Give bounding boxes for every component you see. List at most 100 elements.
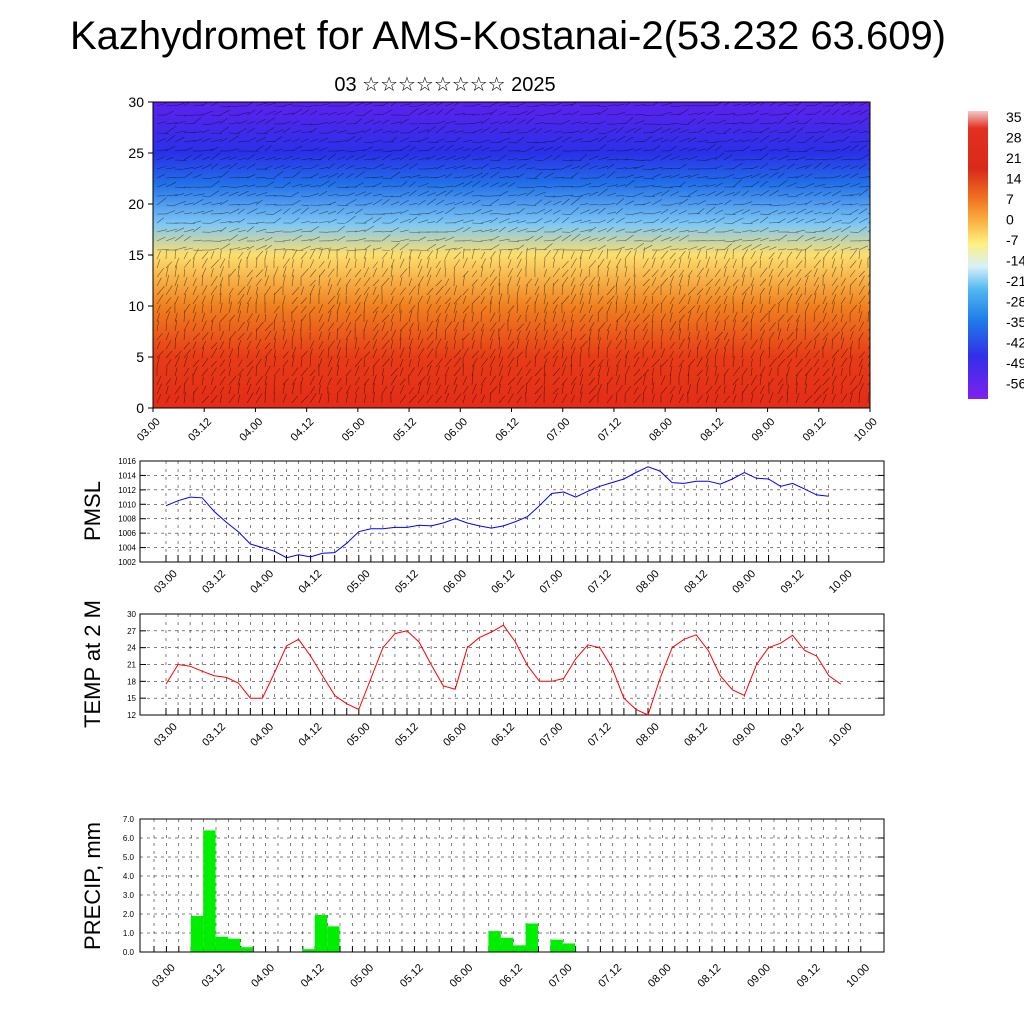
- precip-bar: [550, 939, 563, 952]
- pmsl-xtick-label: 04.12: [297, 568, 325, 596]
- pmsl-ytick-label: 1014: [118, 471, 136, 480]
- precip-ytick-label: 5.0: [123, 853, 135, 862]
- temp-xtick-label: 09.00: [730, 721, 758, 749]
- temperature-cross-section: 0 5 10 15 20 25 30 03.00 03.12 04.00 04.12 05.00 05.…: [128, 94, 879, 444]
- pmsl-xtick-label: 09.12: [779, 568, 807, 596]
- temp-ytick-label: 12: [127, 711, 136, 720]
- heatmap-field: [153, 102, 870, 408]
- temp-ytick-label: 24: [127, 644, 136, 653]
- temp-frame: [139, 613, 885, 716]
- heatmap-xtick-label: 03.00: [135, 416, 163, 444]
- temp-xtick-label: 09.12: [779, 721, 807, 749]
- precip-bar: [525, 923, 538, 952]
- pmsl-ytick-label: 1004: [118, 544, 136, 553]
- heatmap-xtick-label: 04.00: [237, 416, 265, 444]
- precip-bar: [215, 936, 228, 952]
- heatmap-xtick-label: 06.00: [442, 416, 470, 444]
- precip-bar: [302, 949, 315, 952]
- temp-ytick-label: 21: [127, 661, 136, 670]
- temp-series-line: [165, 624, 842, 716]
- precip-bar: [203, 830, 216, 952]
- temp-ytick-label: 15: [127, 694, 136, 703]
- temp-xtick-label: 04.00: [248, 721, 276, 749]
- heatmap-xtick-label: 08.12: [698, 416, 726, 444]
- heatmap-ytick-label: 10: [128, 298, 144, 314]
- colorbar-label: 28: [1006, 130, 1022, 146]
- pmsl-xtick-label: 07.00: [538, 568, 566, 596]
- heatmap-ytick-label: 5: [136, 349, 144, 365]
- page-subtitle: 03 ☆☆☆☆☆☆☆☆ 2025: [334, 74, 556, 96]
- temp-xtick-label: 07.00: [538, 721, 566, 749]
- heatmap-ytick-label: 20: [128, 196, 144, 212]
- precip-xtick-label: 03.00: [150, 962, 178, 990]
- precip-frame: [139, 818, 885, 953]
- pmsl-xtick-label: 10.00: [827, 568, 855, 596]
- precip-ytick-label: 6.0: [123, 834, 135, 843]
- temp-ytick-label: 18: [127, 677, 136, 686]
- temp-xtick-label: 08.00: [634, 721, 662, 749]
- colorbar-scale: [968, 111, 988, 399]
- pmsl-xtick-label: 05.12: [393, 568, 421, 596]
- pmsl-ytick-label: 1016: [118, 457, 136, 466]
- colorbar-label: -56: [1006, 376, 1024, 392]
- colorbar-label: -28: [1006, 294, 1024, 310]
- pmsl-xtick-label: 03.00: [152, 568, 180, 596]
- wind-barbs: [156, 102, 870, 404]
- temp-xtick-label: 05.12: [393, 721, 421, 749]
- precip-xtick-label: 04.12: [299, 962, 327, 990]
- pmsl-series-line: [165, 466, 829, 559]
- precip-bar: [190, 915, 204, 952]
- page-title: Kazhydromet for AMS-Kostanai-2(53.232 63…: [69, 14, 947, 58]
- pmsl-xtick-label: 05.00: [345, 568, 373, 596]
- heatmap-xtick-label: 10.00: [852, 416, 880, 444]
- temp-xtick-label: 10.00: [827, 721, 855, 749]
- heatmap-xtick-label: 05.12: [391, 416, 419, 444]
- colorbar-label: -49: [1006, 355, 1024, 371]
- precip-bar: [228, 938, 241, 952]
- precip-ytick-label: 2.0: [123, 910, 135, 919]
- pmsl-ytick-label: 1002: [118, 558, 136, 567]
- pmsl-xtick-label: 06.12: [489, 568, 517, 596]
- pmsl-xtick-label: 07.12: [586, 568, 614, 596]
- colorbar-label: -7: [1006, 232, 1019, 248]
- precip-bar: [314, 914, 328, 952]
- temp-ytick-label: 30: [127, 610, 136, 619]
- temp-xtick-label: 06.12: [489, 721, 517, 749]
- pmsl-xtick-label: 06.00: [441, 568, 469, 596]
- colorbar-label: -14: [1006, 253, 1024, 269]
- colorbar-label: -35: [1006, 314, 1024, 330]
- pmsl-xtick-label: 09.00: [730, 568, 758, 596]
- pmsl-ytick-label: 1008: [118, 515, 136, 524]
- colorbar-label: 21: [1006, 150, 1022, 166]
- precip-bar: [488, 931, 501, 952]
- colorbar-label: 7: [1006, 191, 1014, 207]
- heatmap-xtick-label: 05.00: [340, 416, 368, 444]
- precip-xtick-label: 04.00: [249, 962, 277, 990]
- temp-ytick-label: 27: [127, 627, 136, 636]
- heatmap-ytick-label: 30: [128, 94, 144, 110]
- precip-panel: 0.0 1.0 2.0 3.0 4.0 5.0 6.0 7.0 03.00 03.12 04.00 0…: [80, 815, 885, 990]
- colorbar-label: 14: [1006, 171, 1022, 187]
- temp-xtick-label: 08.12: [682, 721, 710, 749]
- colorbar-label: 0: [1006, 212, 1014, 228]
- pmsl-ytick-label: 1012: [118, 486, 136, 495]
- colorbar-label: -42: [1006, 335, 1024, 351]
- heatmap-xtick-label: 09.00: [749, 416, 777, 444]
- colorbar-label: 35: [1006, 109, 1022, 125]
- precip-xtick-label: 05.00: [348, 962, 376, 990]
- precip-ytick-label: 1.0: [123, 929, 135, 938]
- heatmap-xtick-label: 04.12: [289, 416, 317, 444]
- colorbar-label: -21: [1006, 273, 1024, 289]
- temp-xtick-label: 05.00: [345, 721, 373, 749]
- pmsl-panel: 1002 1004 1006 1008 1010 1012 1014 1016 03.00 03.…: [80, 457, 885, 596]
- precip-xtick-label: 06.00: [448, 962, 476, 990]
- heatmap-xtick-label: 07.00: [545, 416, 573, 444]
- temp-panel: 12 15 18 21 24 27 30 03.00 03.12 04.00 04.12 05.00 0…: [80, 600, 885, 749]
- precip-ytick-label: 3.0: [123, 891, 135, 900]
- precip-ytick-label: 4.0: [123, 872, 135, 881]
- precip-ytick-label: 7.0: [123, 815, 135, 824]
- precip-xtick-label: 10.00: [844, 962, 872, 990]
- temp-xtick-label: 07.12: [586, 721, 614, 749]
- temp-xtick-label: 03.00: [152, 721, 180, 749]
